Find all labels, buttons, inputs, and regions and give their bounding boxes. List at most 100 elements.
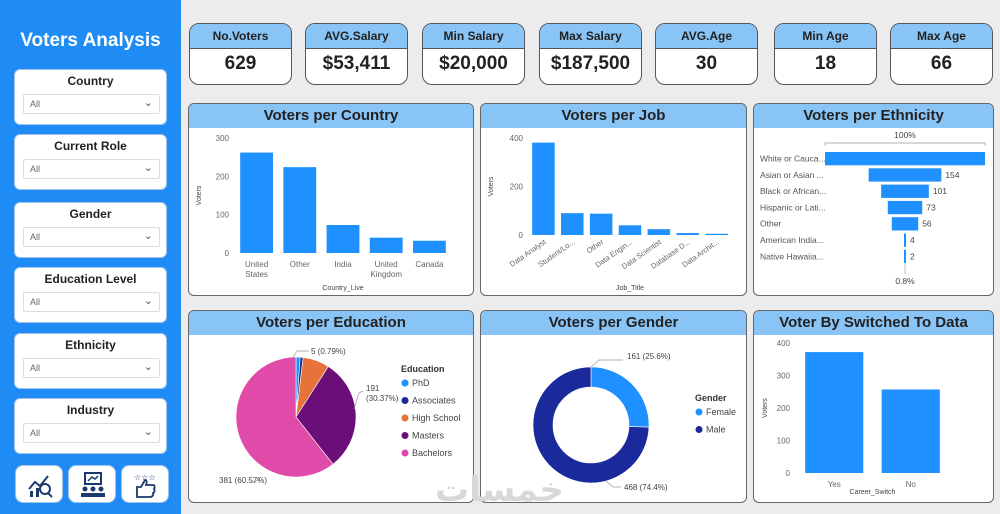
x-axis-title: Country_Live — [322, 285, 363, 292]
legend-label: Female — [706, 407, 736, 417]
legend-dot — [401, 449, 409, 457]
funnel-category-label: Asian or Asian ... — [760, 170, 824, 180]
kpi-label: Max Salary — [540, 24, 641, 49]
funnel-bracket — [824, 142, 986, 146]
legend-dot — [401, 414, 409, 422]
legend-dot — [401, 432, 409, 439]
select-value: All — [30, 99, 41, 109]
pie-slice — [532, 366, 650, 484]
bar — [805, 352, 864, 473]
presentation-nav-button[interactable] — [68, 465, 116, 503]
legend-label: Bachelors — [412, 448, 453, 458]
chevron-down-icon: ⌄ — [143, 361, 153, 373]
funnel-value-label: 154 — [945, 170, 959, 180]
x-tick-label: Canada — [415, 260, 444, 269]
filter-label: Ethnicity — [65, 338, 116, 352]
y-tick-label: 400 — [510, 134, 524, 143]
ethnicity-filter[interactable]: Ethnicity All ⌄ — [14, 333, 167, 389]
legend-label: Associates — [412, 396, 456, 406]
y-tick-label: 100 — [777, 437, 791, 446]
kpi-value: 30 — [695, 53, 718, 74]
kpi-label: Min Age — [775, 24, 876, 49]
x-tick-label: United — [375, 260, 398, 269]
y-tick-label: 200 — [216, 172, 230, 181]
filter-label: Education Level — [44, 272, 137, 286]
funnel-category-label: White or Cauca... — [760, 154, 826, 164]
kpi-value: 629 — [224, 53, 257, 74]
select-value: All — [30, 164, 41, 174]
data-label: 381 (60.57%) — [219, 476, 267, 485]
y-tick-label: 200 — [510, 183, 524, 192]
filter-label: Country — [67, 74, 114, 88]
legend-label: Male — [706, 425, 726, 435]
funnel-bar — [904, 249, 906, 264]
legend-dot — [695, 408, 703, 416]
x-tick-label: India — [334, 260, 352, 269]
kpi-label: No.Voters — [190, 24, 291, 49]
bar — [240, 152, 274, 253]
presentation-icon — [81, 472, 105, 497]
voters-per-gender-chart: Gender Female Male 161 (25.6%) 468 (74.4%) — [532, 352, 736, 492]
data-label: (30.37%) — [366, 394, 399, 403]
country-filter[interactable]: Country All ⌄ — [14, 69, 167, 125]
legend-label: PhD — [412, 378, 430, 388]
industry-select[interactable]: All ⌄ — [23, 423, 160, 443]
chart-title: Voters per Country — [189, 104, 473, 128]
current-role-filter[interactable]: Current Role All ⌄ — [14, 134, 167, 190]
funnel-bar — [887, 200, 923, 215]
funnel-bar — [881, 184, 929, 198]
voter-by-switched-chart: 0 100 200 300 400 Voters Yes No Career_Switch — [762, 339, 940, 496]
voters-per-country-panel: Voters per Country 0 100 200 300 Voters Unite… — [188, 103, 474, 296]
y-tick-label: 100 — [216, 211, 230, 220]
gender-select[interactable]: All ⌄ — [23, 227, 160, 247]
kpi-card-min-age: Min Age 18 — [774, 23, 877, 85]
x-tick-label: United — [245, 260, 268, 269]
x-tick-label: States — [245, 270, 268, 279]
funnel-category-label: Hispanic or Lati... — [760, 202, 826, 212]
x-tick-label: Yes — [828, 480, 841, 489]
y-tick-label: 300 — [777, 372, 791, 381]
data-label: 5 (0.79%) — [311, 347, 346, 356]
voters-per-ethnicity-chart: 100% White or Cauca... Asian or Asian ... 1… — [760, 130, 986, 286]
kpi-label: AVG.Salary — [306, 24, 407, 49]
bar — [326, 225, 360, 253]
watermark: خمسات — [435, 471, 564, 509]
bar — [647, 229, 671, 235]
funnel-value-label: 2 — [910, 251, 915, 261]
y-tick-label: 0 — [519, 231, 524, 240]
funnel-bar — [868, 168, 942, 182]
pie-slice — [295, 366, 357, 465]
kpi-card-max-age: Max Age 66 — [890, 23, 993, 85]
y-axis-title: Voters — [196, 185, 203, 205]
funnel-category-label: Black or African... — [760, 186, 826, 196]
y-tick-label: 0 — [786, 469, 791, 478]
bar — [561, 213, 584, 235]
y-tick-label: 300 — [216, 134, 230, 143]
education-level-filter[interactable]: Education Level All ⌄ — [14, 267, 167, 323]
bar — [618, 225, 642, 235]
country-select[interactable]: All ⌄ — [23, 94, 160, 114]
current-role-select[interactable]: All ⌄ — [23, 159, 160, 179]
voters-per-gender-panel: Voters per Gender Gender Female Male 161 (2… — [480, 310, 747, 503]
y-tick-label: 200 — [777, 404, 791, 413]
dashboard-title: Voters Analysis — [20, 30, 161, 51]
industry-filter[interactable]: Industry All ⌄ — [14, 398, 167, 454]
bar — [589, 213, 613, 235]
kpi-label: AVG.Age — [656, 24, 757, 49]
funnel-top-label: 100% — [894, 130, 916, 140]
rating-nav-button[interactable]: ☆☆☆ — [121, 465, 169, 503]
kpi-card-avg-salary: AVG.Salary $53,411 — [305, 23, 408, 85]
y-axis-title: Voters — [762, 398, 769, 418]
chevron-down-icon: ⌄ — [143, 230, 153, 242]
analytics-nav-button[interactable] — [15, 465, 63, 503]
gender-filter[interactable]: Gender All ⌄ — [14, 202, 167, 258]
funnel-bar — [891, 217, 919, 231]
bar — [881, 389, 940, 473]
kpi-card-voters: No.Voters 629 — [189, 23, 292, 85]
ethnicity-select[interactable]: All ⌄ — [23, 358, 160, 378]
education-level-select[interactable]: All ⌄ — [23, 292, 160, 312]
funnel-value-label: 101 — [933, 186, 947, 196]
kpi-value: $187,500 — [550, 53, 631, 74]
kpi-card-min-salary: Min Salary $20,000 — [422, 23, 525, 85]
